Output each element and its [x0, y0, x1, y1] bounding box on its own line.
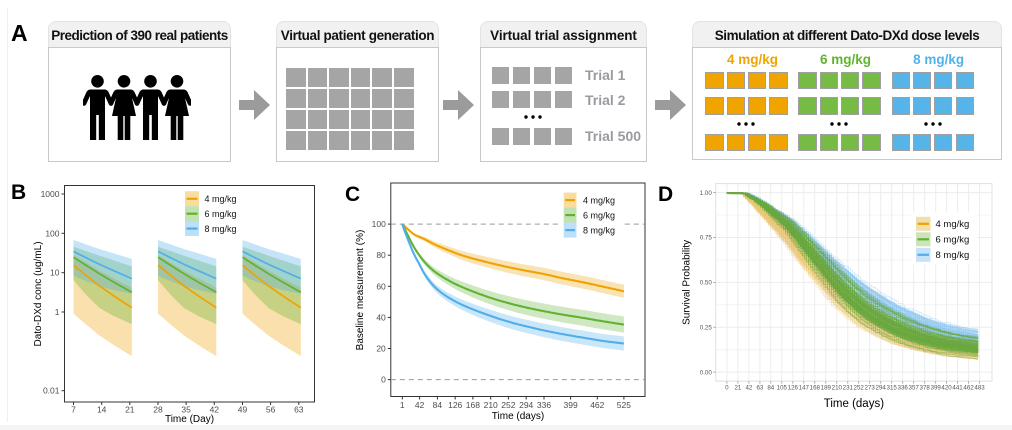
svg-text:Survival Probability: Survival Probability [682, 240, 693, 325]
svg-text:Time (Day): Time (Day) [165, 414, 214, 425]
svg-text:0.50: 0.50 [700, 280, 713, 287]
svg-text:0.00: 0.00 [700, 369, 713, 376]
svg-text:28: 28 [153, 405, 163, 415]
svg-text:294: 294 [876, 385, 887, 392]
svg-text:315: 315 [887, 385, 898, 392]
svg-text:126: 126 [788, 385, 799, 392]
svg-text:1: 1 [55, 307, 60, 317]
svg-text:336: 336 [898, 385, 909, 392]
svg-text:21: 21 [734, 385, 741, 392]
svg-text:378: 378 [920, 385, 931, 392]
svg-text:4 mg/kg: 4 mg/kg [205, 194, 237, 204]
svg-text:A: A [11, 20, 28, 46]
svg-text:4 mg/kg: 4 mg/kg [583, 195, 615, 205]
svg-text:42: 42 [415, 400, 425, 410]
svg-text:49: 49 [238, 405, 248, 415]
svg-text:4 mg/kg: 4 mg/kg [936, 219, 970, 230]
svg-text:63: 63 [294, 405, 304, 415]
svg-text:525: 525 [617, 400, 631, 410]
svg-text:1.00: 1.00 [700, 190, 713, 197]
svg-text:42: 42 [210, 405, 220, 415]
svg-text:147: 147 [799, 385, 810, 392]
svg-text:462: 462 [963, 385, 974, 392]
svg-text:56: 56 [266, 405, 276, 415]
svg-text:273: 273 [865, 385, 876, 392]
svg-text:21: 21 [125, 405, 135, 415]
svg-text:231: 231 [843, 385, 854, 392]
svg-text:1000: 1000 [41, 189, 60, 199]
svg-text:C: C [345, 183, 360, 206]
svg-text:336: 336 [537, 400, 551, 410]
svg-text:6 mg/kg: 6 mg/kg [936, 235, 970, 246]
svg-text:84: 84 [433, 400, 443, 410]
svg-text:420: 420 [941, 385, 952, 392]
svg-text:0.25: 0.25 [700, 324, 713, 331]
svg-text:189: 189 [821, 385, 832, 392]
svg-text:0: 0 [381, 375, 386, 385]
svg-text:168: 168 [810, 385, 821, 392]
svg-text:441: 441 [952, 385, 963, 392]
svg-text:0.75: 0.75 [700, 235, 713, 242]
svg-text:35: 35 [181, 405, 191, 415]
svg-text:210: 210 [832, 385, 843, 392]
svg-text:105: 105 [777, 385, 788, 392]
svg-text:10: 10 [50, 268, 60, 278]
svg-text:84: 84 [767, 385, 774, 392]
svg-text:0.01: 0.01 [43, 386, 60, 396]
svg-text:483: 483 [974, 385, 985, 392]
svg-text:Time (days): Time (days) [824, 398, 884, 410]
svg-text:20: 20 [376, 344, 386, 354]
svg-text:D: D [658, 183, 673, 206]
svg-text:Baseline measurement (%): Baseline measurement (%) [355, 230, 366, 351]
svg-text:294: 294 [519, 400, 533, 410]
svg-text:100: 100 [372, 219, 386, 229]
svg-text:1: 1 [400, 400, 405, 410]
svg-text:B: B [11, 181, 26, 204]
svg-text:0: 0 [725, 385, 729, 392]
svg-text:6 mg/kg: 6 mg/kg [583, 210, 615, 220]
svg-text:252: 252 [501, 400, 515, 410]
svg-text:Dato-DXd conc (ug/mL): Dato-DXd conc (ug/mL) [33, 241, 44, 346]
svg-text:60: 60 [376, 281, 386, 291]
svg-text:63: 63 [756, 385, 763, 392]
svg-text:80: 80 [376, 250, 386, 260]
svg-text:252: 252 [854, 385, 865, 392]
svg-text:40: 40 [376, 312, 386, 322]
svg-text:126: 126 [448, 400, 462, 410]
svg-text:168: 168 [466, 400, 480, 410]
svg-text:100: 100 [45, 228, 59, 238]
svg-text:357: 357 [909, 385, 920, 392]
svg-text:8 mg/kg: 8 mg/kg [936, 250, 970, 261]
svg-text:462: 462 [590, 400, 604, 410]
svg-text:8 mg/kg: 8 mg/kg [205, 224, 237, 234]
svg-text:7: 7 [71, 405, 76, 415]
svg-text:14: 14 [97, 405, 107, 415]
svg-text:399: 399 [931, 385, 942, 392]
svg-text:210: 210 [484, 400, 498, 410]
svg-text:42: 42 [745, 385, 752, 392]
svg-text:399: 399 [564, 400, 578, 410]
svg-text:8 mg/kg: 8 mg/kg [583, 225, 615, 235]
svg-text:Time (days): Time (days) [492, 411, 544, 422]
svg-text:6 mg/kg: 6 mg/kg [205, 209, 237, 219]
